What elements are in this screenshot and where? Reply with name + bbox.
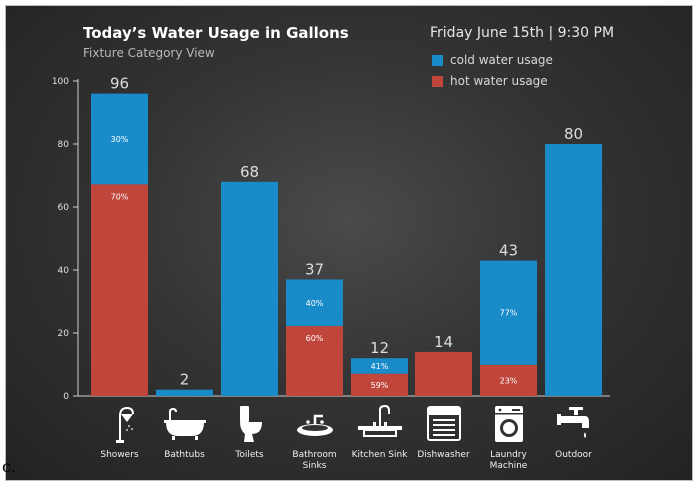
bar-total-label: 96: [110, 75, 129, 93]
category-label: Outdoor: [555, 450, 592, 460]
bar-hot-6: [480, 364, 537, 396]
bar-cold-2: [221, 181, 278, 396]
bar-cold-3: [286, 279, 343, 327]
bar-total-label: 12: [370, 339, 389, 357]
legend-label-cold: cold water usage: [450, 53, 553, 67]
dishwasher-icon: [425, 404, 463, 448]
category-label: Toilets: [235, 450, 264, 460]
bar-hot-0: [91, 184, 148, 396]
laundry-machine-icon: [492, 404, 526, 448]
y-tick-label: 20: [58, 329, 70, 339]
bar-total-label: 68: [240, 163, 259, 181]
bar-total-label: 37: [305, 260, 324, 278]
bar-cold-7: [545, 144, 602, 396]
bar-cold-6: [480, 260, 537, 365]
outdoor-faucet-icon: [555, 404, 593, 448]
kitchen-sink-icon: [356, 404, 404, 448]
chart-subtitle: Fixture Category View: [83, 46, 215, 60]
bar-cold-1: [156, 389, 213, 396]
bar-cold-pct-label: 30%: [111, 135, 129, 144]
category-label: Kitchen Sink: [351, 450, 408, 460]
legend-label-hot: hot water usage: [450, 74, 548, 88]
category-label: Dishwasher: [417, 450, 470, 460]
category-label: Bathtubs: [164, 450, 205, 460]
bar-total-label: 14: [434, 333, 453, 351]
bar-hot-pct-label: 70%: [111, 192, 129, 201]
bar-cold-4: [351, 358, 408, 374]
bar-hot-3: [286, 326, 343, 396]
bar-hot-pct-label: 59%: [371, 381, 389, 390]
y-tick-label: 60: [58, 203, 70, 213]
category-label: Showers: [100, 450, 139, 460]
y-tick-label: 40: [58, 266, 70, 276]
bar-total-label: 80: [564, 125, 583, 143]
shower-icon: [103, 404, 137, 448]
chart-title: Today’s Water Usage in Gallons: [83, 24, 349, 42]
figure-label: c.: [2, 457, 17, 476]
bar-hot-4: [351, 373, 408, 396]
y-tick-label: 80: [58, 140, 70, 150]
legend-swatch-hot: [432, 76, 443, 87]
bar-hot-5: [415, 351, 472, 396]
bar-cold-pct-label: 41%: [371, 362, 389, 371]
datetime-label: Friday June 15th | 9:30 PM: [430, 25, 615, 41]
legend-swatch-cold: [432, 55, 443, 66]
bar-hot-pct-label: 60%: [306, 334, 324, 343]
bathroom-sink-icon: [293, 404, 337, 448]
y-tick-label: 100: [52, 77, 69, 87]
bar-cold-0: [91, 93, 148, 185]
bathtub-icon: [162, 404, 208, 448]
category-label: Laundry Machine: [489, 450, 528, 471]
bar-total-label: 2: [180, 371, 190, 389]
category-label: Bathroom Sinks: [292, 450, 337, 471]
bar-total-label: 43: [499, 242, 518, 260]
bar-hot-pct-label: 23%: [500, 376, 518, 385]
bar-cold-pct-label: 77%: [500, 309, 518, 318]
y-tick-label: 0: [63, 392, 69, 402]
toilet-icon: [234, 404, 266, 448]
bar-cold-pct-label: 40%: [306, 299, 324, 308]
